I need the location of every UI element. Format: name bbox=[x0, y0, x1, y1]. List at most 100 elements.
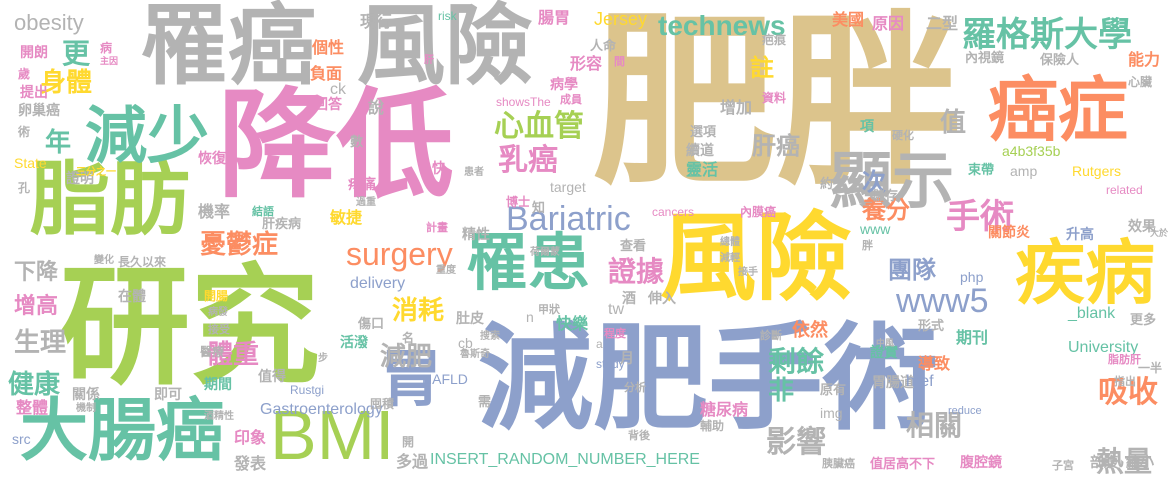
word-fatty-liver: 脂肪肝 bbox=[1108, 353, 1141, 366]
word-value-high: 值居高不下 bbox=[870, 457, 936, 472]
word-search: 搜索 bbox=[480, 331, 500, 342]
word-more: 更 bbox=[62, 37, 91, 70]
word-need: 需 bbox=[478, 395, 492, 410]
word-alcoholic: 酒精性 bbox=[204, 411, 234, 422]
word-fat-char: 胖 bbox=[862, 239, 873, 252]
word-surgery-char: 術 bbox=[18, 125, 31, 139]
word-period: 期間 bbox=[204, 377, 232, 393]
word-worth: 值得 bbox=[258, 369, 286, 385]
word-cause-to: 導致 bbox=[918, 354, 951, 373]
word-team: 團隊 bbox=[888, 256, 936, 284]
word-rutgers-university: 羅格斯大學 bbox=[962, 15, 1132, 55]
word-bariatric: Bariatric bbox=[506, 200, 631, 238]
word-related: 相關 bbox=[906, 409, 963, 442]
word-physiology: 生理 bbox=[14, 328, 67, 358]
word-risk: risk bbox=[438, 9, 457, 23]
word-arthritis: 關節炎 bbox=[988, 225, 1030, 241]
word-gastroenterology: Gastroenterology bbox=[260, 401, 383, 418]
word-patient: 患者 bbox=[464, 167, 484, 178]
word-showsthe: showsThe bbox=[496, 95, 551, 109]
word-related-en: related bbox=[1106, 183, 1143, 197]
word-consume: 消耗 bbox=[392, 296, 445, 326]
word-nafld: NAFLD bbox=[422, 371, 468, 387]
word-note: 註 bbox=[750, 54, 774, 82]
word-jersey: Jersey bbox=[594, 9, 648, 29]
word-describe: 形容 bbox=[570, 54, 603, 73]
word-sclerosis: 硬化 bbox=[892, 129, 914, 142]
word-impression: 印象 bbox=[234, 428, 267, 447]
word-overall: 整體 bbox=[16, 398, 49, 417]
word-agile: 敏捷 bbox=[330, 208, 363, 227]
word-fei-pang: 肥胖 bbox=[592, 0, 962, 210]
word-yan-jiu: 研究 bbox=[60, 251, 321, 403]
word-main-cause: 主因 bbox=[100, 57, 119, 67]
word-assist: 輔助 bbox=[700, 419, 725, 433]
word-blank: _blank bbox=[1068, 305, 1116, 322]
word-hole: 孔 bbox=[18, 181, 31, 195]
word-insured: 保險人 bbox=[1040, 53, 1080, 68]
word-decline: 下降 bbox=[14, 260, 59, 285]
word-src: src bbox=[12, 431, 31, 447]
word-cancer: 癌症 bbox=[988, 69, 1128, 151]
word-tw: tw bbox=[608, 301, 624, 318]
word-href: href bbox=[906, 373, 934, 390]
word-university: University bbox=[1068, 339, 1139, 356]
word-continued: 續道 bbox=[686, 143, 714, 159]
word-more-than: 多過 bbox=[396, 452, 429, 471]
word-weight-loss-surgery: 減肥手術 bbox=[478, 312, 939, 446]
word-hormone: 荷爾蒙 bbox=[530, 247, 560, 258]
word-pain: 疼痛 bbox=[348, 177, 376, 193]
word-usa: 美國 bbox=[832, 10, 865, 29]
word-insert: 伸入 bbox=[648, 291, 676, 307]
word-ability: 能力 bbox=[1128, 50, 1161, 69]
word-say: 說 bbox=[368, 98, 385, 117]
word-journal: 期刊 bbox=[956, 328, 989, 347]
word-month: 月 bbox=[620, 351, 634, 367]
word-data: 資料 bbox=[762, 91, 787, 105]
word-www: www bbox=[860, 221, 891, 237]
word-nutrients: 養分 bbox=[862, 196, 910, 224]
word-then: 即可 bbox=[154, 387, 182, 403]
word-flexible: 靈活 bbox=[686, 160, 719, 179]
word-degree: 程度 bbox=[604, 327, 626, 340]
word-img: img bbox=[820, 405, 843, 421]
word-technews: technews bbox=[658, 10, 786, 41]
word-endoscope: 內視鏡 bbox=[965, 51, 1005, 66]
word-essential: 精性 bbox=[462, 227, 490, 243]
word-cause: 原因 bbox=[872, 14, 905, 33]
word-cancer-risk: 罹癌 bbox=[140, 0, 317, 97]
word-member: 成員 bbox=[560, 93, 582, 106]
word-surgery: surgery bbox=[346, 236, 453, 272]
word-still: 依然 bbox=[792, 320, 828, 341]
word-change: 變化 bbox=[94, 255, 114, 266]
word-reduce: 降低 bbox=[218, 76, 455, 214]
word-onset: 病發 bbox=[208, 307, 228, 318]
word-obesity: obesity bbox=[14, 10, 84, 35]
word-laparoscope: 腹腔鏡 bbox=[960, 455, 1002, 471]
word-endometrial: 內膜癌 bbox=[740, 205, 777, 219]
word-more-many: 更多 bbox=[1130, 313, 1157, 328]
word-alcohol: 酒 bbox=[622, 291, 636, 307]
word-a4b3f35b: a4b3f35b bbox=[1002, 143, 1061, 159]
word-long-since: 長久以來 bbox=[118, 255, 167, 269]
word-liver: 肝 bbox=[424, 55, 434, 66]
word-pancreatic-cancer: 胰臟癌 bbox=[822, 457, 855, 470]
word-analysis: 分析 bbox=[624, 381, 646, 394]
word-risk-grey: 風險 bbox=[357, 0, 534, 97]
word-disease: 疾病 bbox=[1015, 232, 1155, 314]
word-lose-weight: 減肥 bbox=[380, 342, 433, 372]
word-effect: 效果 bbox=[1128, 219, 1156, 235]
word-option: 選項 bbox=[690, 125, 717, 140]
word-cb: cb bbox=[458, 335, 473, 351]
word-state: State bbox=[14, 155, 47, 171]
word-insert-random: INSERT_RANDOM_NUMBER_HERE bbox=[430, 451, 700, 468]
word-mechanism: 機制 bbox=[76, 403, 96, 414]
word-scar: 疤痕 bbox=[762, 33, 787, 47]
word-n: n bbox=[526, 309, 534, 325]
word-php: php bbox=[960, 269, 984, 285]
word-body: 身體 bbox=[40, 68, 93, 98]
word-liver-disease: 肝疾病 bbox=[262, 217, 302, 232]
word-know: 知 bbox=[532, 201, 546, 216]
word-wound: 傷口 bbox=[358, 317, 385, 332]
word-total: 總體 bbox=[720, 237, 740, 248]
